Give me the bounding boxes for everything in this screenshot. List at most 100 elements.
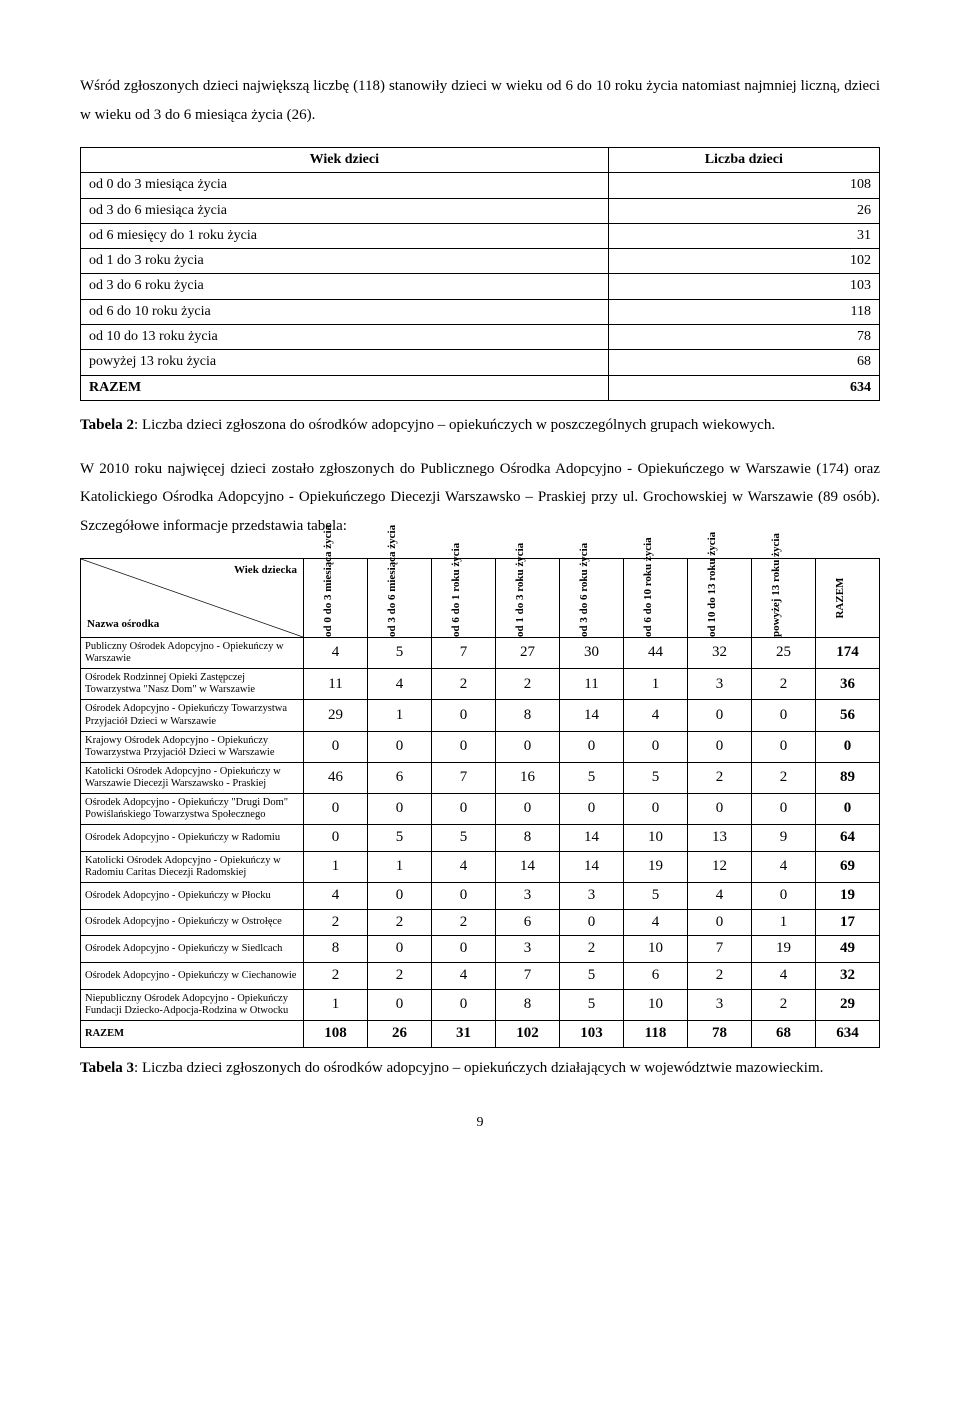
cell-value: 2 xyxy=(752,989,816,1020)
cell-value: 0 xyxy=(624,731,688,762)
age-header-left: Wiek dzieci xyxy=(81,148,609,173)
cell-value: 6 xyxy=(368,762,432,793)
cell-value: 2 xyxy=(496,669,560,700)
center-name: Niepubliczny Ośrodek Adopcyjno - Opiekuń… xyxy=(81,989,304,1020)
cell-value: 8 xyxy=(496,824,560,851)
cell-value: 0 xyxy=(432,989,496,1020)
cell-value: 7 xyxy=(688,936,752,963)
row-total: 56 xyxy=(816,700,880,731)
caption-3-lead: Tabela 3 xyxy=(80,1060,134,1076)
cell-value: 0 xyxy=(368,882,432,909)
age-value: 103 xyxy=(608,274,879,299)
cell-value: 1 xyxy=(752,909,816,936)
row-total: 29 xyxy=(816,989,880,1020)
table-row: Ośrodek Adopcyjno - Opiekuńczy Towarzyst… xyxy=(81,700,880,731)
caption-2-lead: Tabela 2 xyxy=(80,417,134,433)
cell-value: 19 xyxy=(752,936,816,963)
cell-value: 0 xyxy=(432,936,496,963)
table-row: od 3 do 6 miesiąca życia26 xyxy=(81,198,880,223)
age-label: od 6 miesięcy do 1 roku życia xyxy=(81,223,609,248)
cell-value: 0 xyxy=(624,793,688,824)
cell-value: 4 xyxy=(688,882,752,909)
cell-value: 0 xyxy=(688,909,752,936)
cell-value: 14 xyxy=(560,851,624,882)
cell-value: 10 xyxy=(624,824,688,851)
cell-value: 1 xyxy=(304,851,368,882)
cell-value: 0 xyxy=(368,731,432,762)
row-total: 0 xyxy=(816,731,880,762)
table-row: Krajowy Ośrodek Adopcyjno - Opiekuńczy T… xyxy=(81,731,880,762)
row-total: 17 xyxy=(816,909,880,936)
cell-value: 29 xyxy=(304,700,368,731)
cell-value: 9 xyxy=(752,824,816,851)
age-value: 31 xyxy=(608,223,879,248)
cell-value: 5 xyxy=(624,762,688,793)
cell-value: 11 xyxy=(304,669,368,700)
cell-value: 4 xyxy=(432,851,496,882)
cell-value: 5 xyxy=(432,824,496,851)
age-header-right: Liczba dzieci xyxy=(608,148,879,173)
cell-value: 3 xyxy=(560,882,624,909)
cell-value: 4 xyxy=(752,963,816,990)
corner-top-label: Wiek dziecka xyxy=(234,563,297,579)
age-label: od 0 do 3 miesiąca życia xyxy=(81,173,609,198)
cell-value: 7 xyxy=(496,963,560,990)
table-row: Ośrodek Rodzinnej Opieki Zastępczej Towa… xyxy=(81,669,880,700)
cell-value: 14 xyxy=(496,851,560,882)
age-value: 68 xyxy=(608,350,879,375)
age-column-header: od 1 do 3 roku życia xyxy=(496,559,560,638)
center-name: Ośrodek Adopcyjno - Opiekuńczy w Siedlca… xyxy=(81,936,304,963)
table-row: Ośrodek Adopcyjno - Opiekuńczy w Radomiu… xyxy=(81,824,880,851)
cell-value: 0 xyxy=(432,882,496,909)
total-row: RAZEM634 xyxy=(81,375,880,400)
cell-value: 1 xyxy=(304,989,368,1020)
cell-value: 5 xyxy=(368,824,432,851)
table-row: od 0 do 3 miesiąca życia108 xyxy=(81,173,880,198)
cell-value: 5 xyxy=(560,963,624,990)
cell-value: 1 xyxy=(368,851,432,882)
table-2-caption: Tabela 2: Liczba dzieci zgłoszona do ośr… xyxy=(80,415,880,437)
cell-value: 27 xyxy=(496,638,560,669)
intro-paragraph: Wśród zgłoszonych dzieci największą licz… xyxy=(80,72,880,129)
row-total: 89 xyxy=(816,762,880,793)
mid-paragraph: W 2010 roku najwięcej dzieci zostało zgł… xyxy=(80,455,880,541)
age-column-header: od 6 do 1 roku życia xyxy=(432,559,496,638)
total-row: RAZEM10826311021031187868634 xyxy=(81,1020,880,1047)
cell-value: 0 xyxy=(752,700,816,731)
total-value: 102 xyxy=(496,1020,560,1047)
cell-value: 2 xyxy=(688,963,752,990)
cell-value: 2 xyxy=(304,909,368,936)
center-name: Ośrodek Adopcyjno - Opiekuńczy w Płocku xyxy=(81,882,304,909)
detail-table: Wiek dziecka Nazwa ośrodka od 0 do 3 mie… xyxy=(80,558,880,1048)
cell-value: 0 xyxy=(688,731,752,762)
cell-value: 2 xyxy=(560,936,624,963)
age-label: od 10 do 13 roku życia xyxy=(81,325,609,350)
table-row: Ośrodek Adopcyjno - Opiekuńczy w Ostrołę… xyxy=(81,909,880,936)
total-value: 103 xyxy=(560,1020,624,1047)
cell-value: 4 xyxy=(432,963,496,990)
age-column-header: od 3 do 6 miesiąca życia xyxy=(368,559,432,638)
cell-value: 0 xyxy=(304,824,368,851)
age-value: 78 xyxy=(608,325,879,350)
total-value: 68 xyxy=(752,1020,816,1047)
cell-value: 46 xyxy=(304,762,368,793)
table-row: Ośrodek Adopcyjno - Opiekuńczy w Płocku 4… xyxy=(81,882,880,909)
center-name: Ośrodek Adopcyjno - Opiekuńczy "Drugi Do… xyxy=(81,793,304,824)
cell-value: 0 xyxy=(752,793,816,824)
total-value: 31 xyxy=(432,1020,496,1047)
cell-value: 4 xyxy=(304,638,368,669)
cell-value: 0 xyxy=(304,731,368,762)
cell-value: 0 xyxy=(496,731,560,762)
cell-value: 2 xyxy=(368,909,432,936)
center-name: Ośrodek Adopcyjno - Opiekuńczy w Radomiu xyxy=(81,824,304,851)
row-total: 32 xyxy=(816,963,880,990)
cell-value: 3 xyxy=(496,936,560,963)
table-row: od 10 do 13 roku życia78 xyxy=(81,325,880,350)
cell-value: 30 xyxy=(560,638,624,669)
center-name: Ośrodek Adopcyjno - Opiekuńczy w Ostrołę… xyxy=(81,909,304,936)
age-column-header: powyżej 13 roku życia xyxy=(752,559,816,638)
cell-value: 0 xyxy=(752,882,816,909)
row-total: 174 xyxy=(816,638,880,669)
cell-value: 7 xyxy=(432,762,496,793)
cell-value: 5 xyxy=(560,989,624,1020)
